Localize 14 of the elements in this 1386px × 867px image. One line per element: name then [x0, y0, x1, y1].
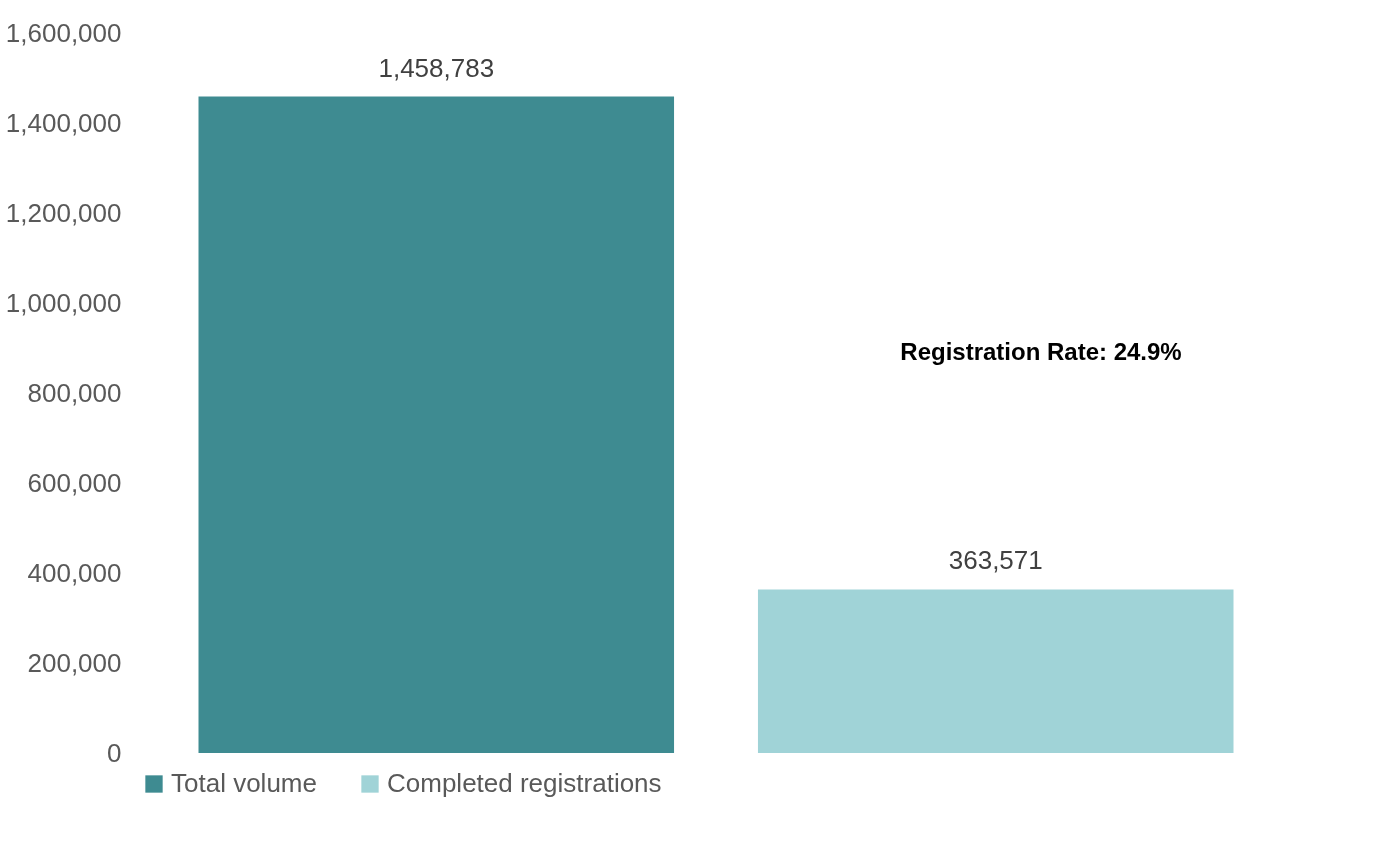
y-tick-label: 400,000 — [27, 557, 122, 588]
y-tick-label: 600,000 — [27, 467, 122, 498]
y-tick-label: 1,200,000 — [5, 197, 122, 228]
y-tick-label: 800,000 — [27, 377, 122, 408]
y-tick-label: 1,000,000 — [5, 287, 122, 318]
y-tick-label: 200,000 — [27, 647, 122, 678]
y-tick-label: 1,600,000 — [5, 17, 122, 48]
annotation: Registration Rate: 24.9% — [900, 338, 1182, 365]
y-tick-label: 0 — [107, 737, 122, 768]
legend-label: Total volume — [171, 768, 317, 798]
text: 363,571 — [948, 545, 1043, 576]
text: 1,458,783 — [378, 52, 495, 83]
legend-label: Completed registrations — [387, 768, 662, 798]
y-tick-label: 1,400,000 — [5, 107, 122, 138]
